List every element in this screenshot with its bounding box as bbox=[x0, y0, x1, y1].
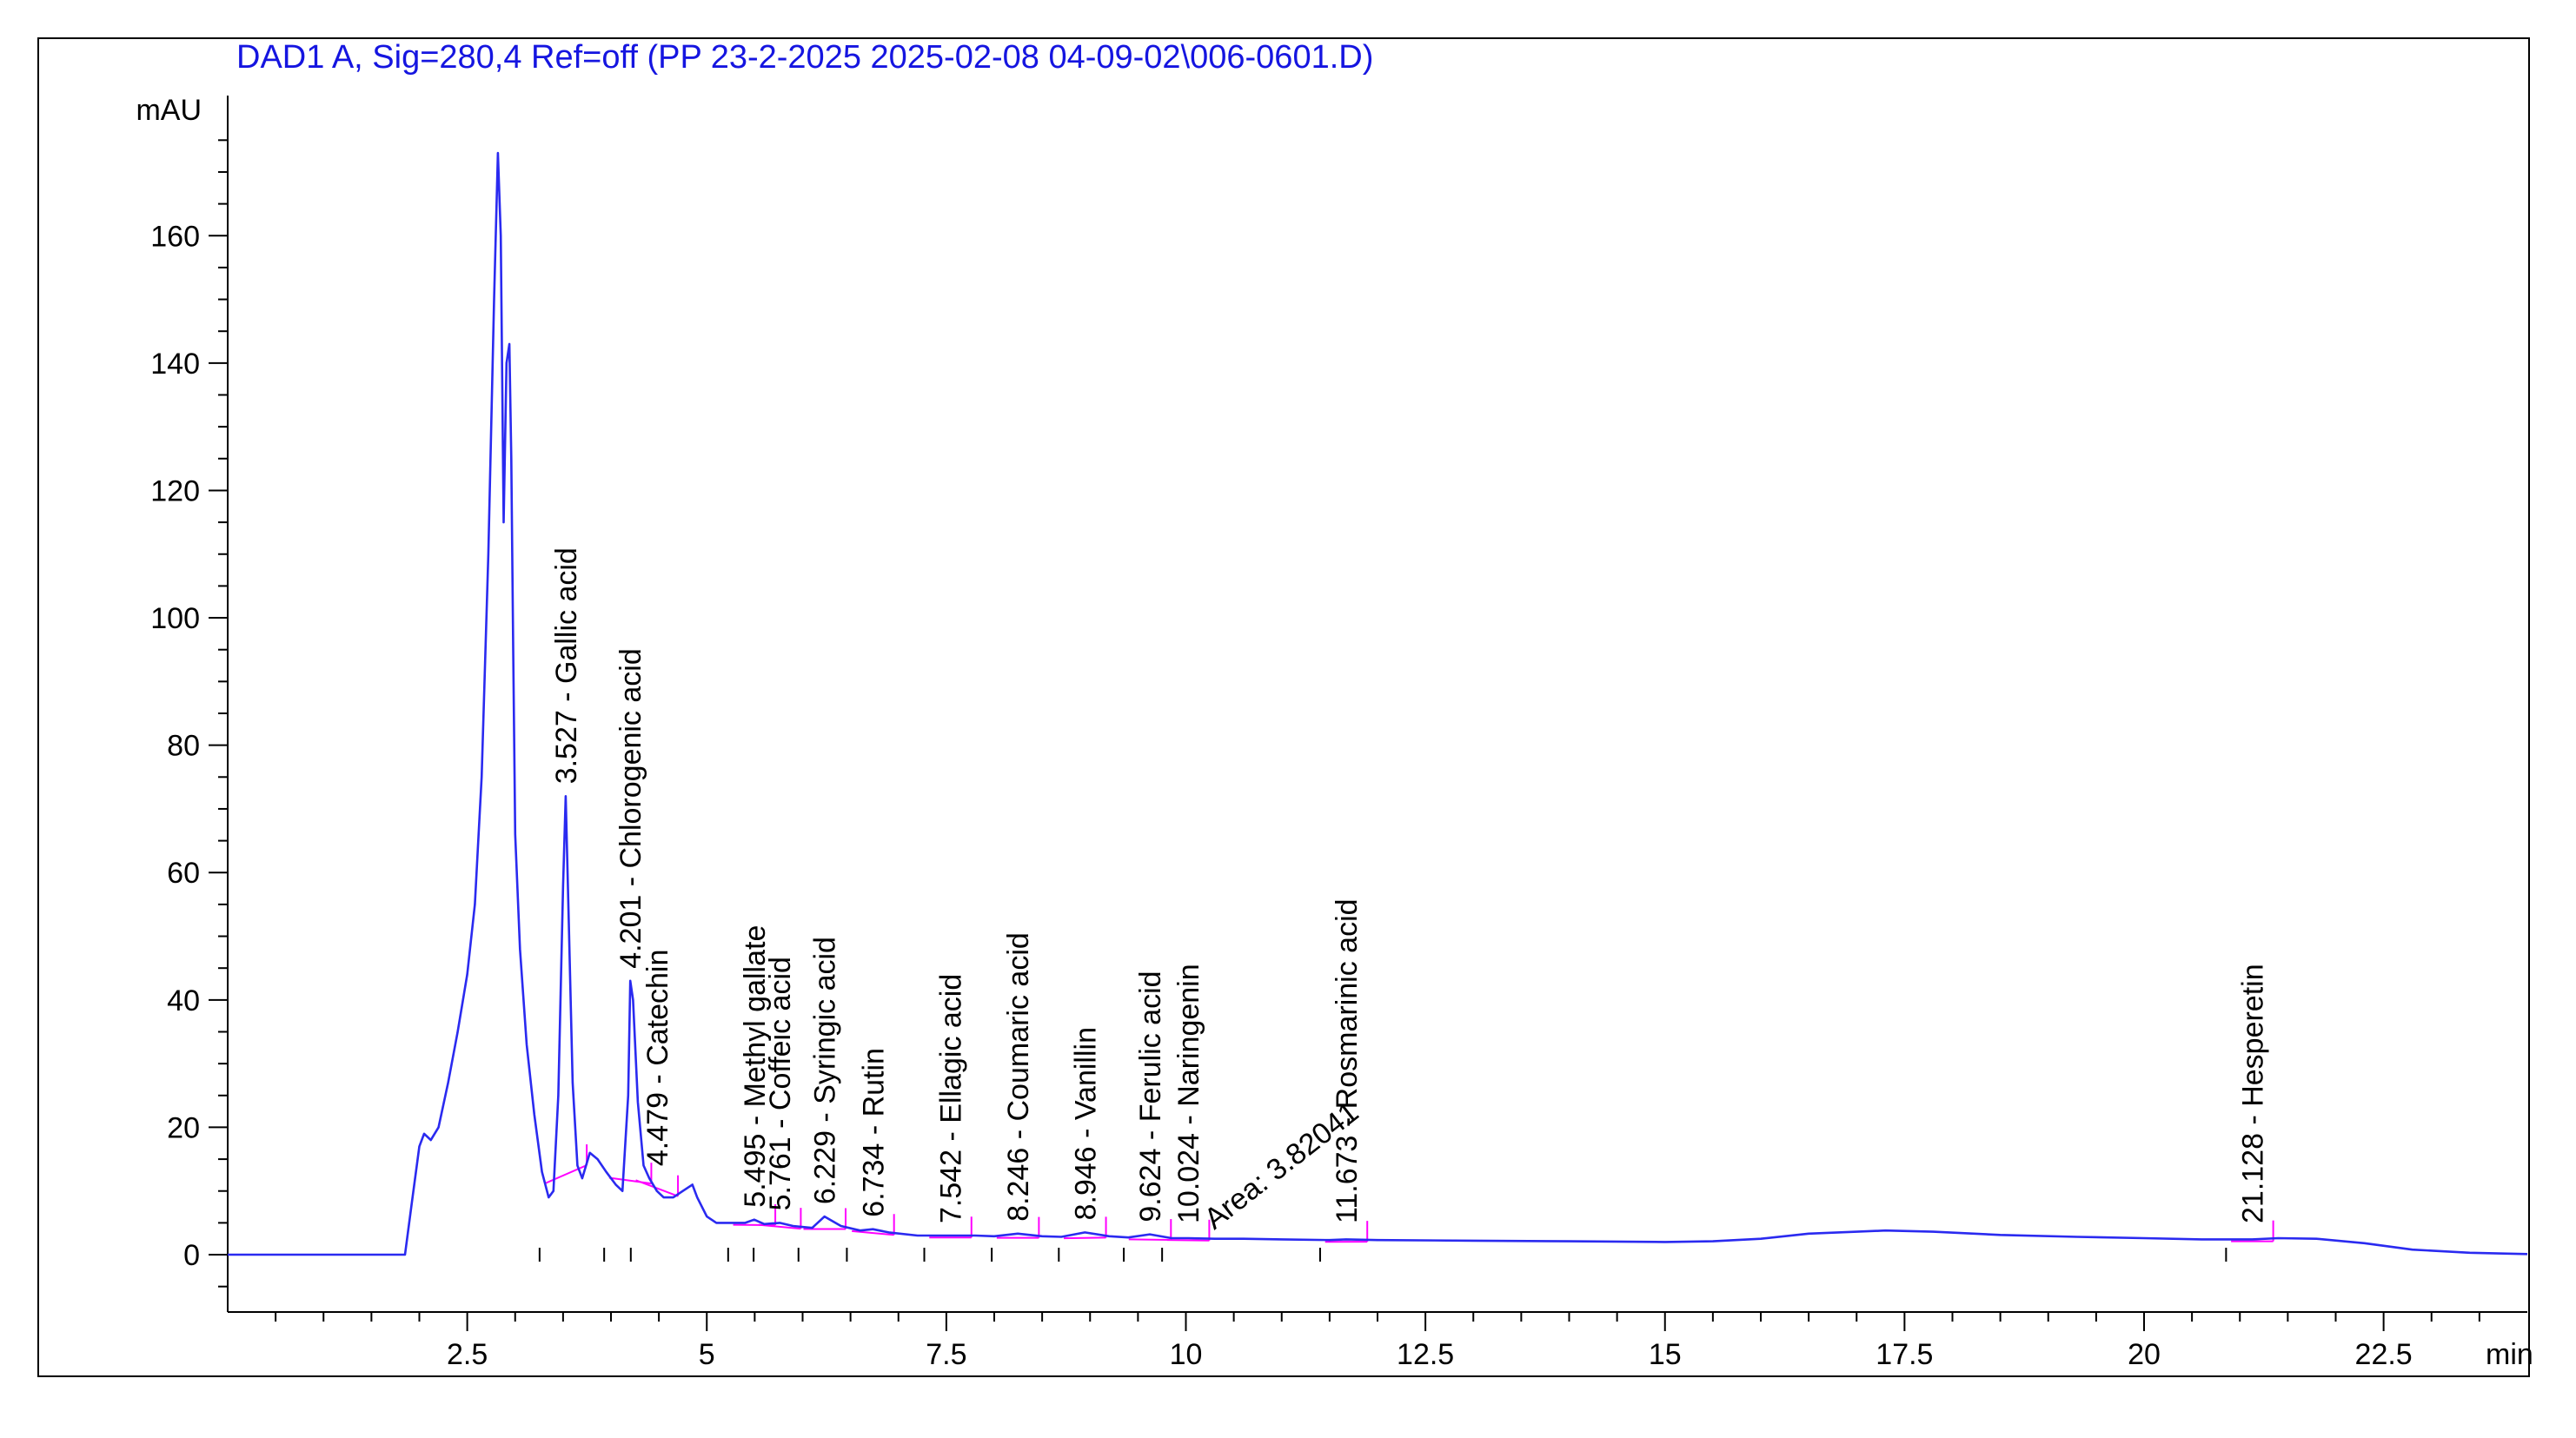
peak-baseline bbox=[635, 1179, 679, 1197]
y-axis-label: mAU bbox=[136, 94, 202, 127]
peak-label: 6.229 - Syringic acid bbox=[809, 937, 842, 1204]
x-tick-label: 10 bbox=[1170, 1338, 1203, 1371]
y-tick-label: 0 bbox=[183, 1239, 200, 1272]
y-tick-label: 80 bbox=[167, 730, 200, 763]
x-tick-label: 22.5 bbox=[2355, 1338, 2413, 1371]
peak-baseline bbox=[1128, 1238, 1172, 1242]
x-tick-label: 20 bbox=[2128, 1338, 2161, 1371]
peak-label: 10.024 - Naringenin bbox=[1172, 964, 1205, 1223]
y-tick-label: 160 bbox=[150, 220, 200, 253]
y-tick-label: 60 bbox=[167, 857, 200, 890]
peak-baseline bbox=[1166, 1239, 1210, 1242]
peak-baseline bbox=[1064, 1236, 1106, 1240]
peak-label: 5.761 - Coffeic acid bbox=[764, 957, 797, 1210]
y-tick-label: 20 bbox=[167, 1111, 200, 1144]
x-tick-label: 15 bbox=[1649, 1338, 1682, 1371]
peak-label: 9.624 - Ferulic acid bbox=[1134, 971, 1167, 1222]
peak-label: 4.479 - Catechin bbox=[641, 950, 674, 1167]
y-tick-label: 140 bbox=[150, 348, 200, 381]
peak-label: 11.673 - Rosmarinic acid bbox=[1331, 898, 1364, 1223]
trace-layer bbox=[228, 151, 2528, 1256]
peak-label: 8.246 - Coumaric acid bbox=[1002, 932, 1035, 1222]
peak-label: 4.201 - Chlorogenic acid bbox=[614, 648, 647, 969]
peak-baseline bbox=[758, 1223, 801, 1230]
x-axis-label: min bbox=[2486, 1338, 2533, 1371]
axes: 0 20 40 60 80 100 120 140 160 mAU 2.5 5 7.5 10 12.5 15 1… bbox=[136, 94, 2533, 1371]
x-tick-label: 2.5 bbox=[447, 1338, 488, 1371]
x-tick-label: 17.5 bbox=[1876, 1338, 1933, 1371]
peak-labels: 3.527 - Gallic acid 4.201 - Chlorogenic a… bbox=[538, 547, 2269, 1262]
y-tick-label: 40 bbox=[167, 984, 200, 1017]
peak-label: 3.527 - Gallic acid bbox=[550, 547, 583, 784]
chart-border bbox=[37, 37, 2530, 1377]
peak-label: 8.946 - Vanillin bbox=[1069, 1027, 1102, 1220]
y-tick-label: 100 bbox=[150, 602, 200, 635]
peak-label: 6.734 - Rutin bbox=[857, 1048, 890, 1217]
peak-baseline bbox=[852, 1229, 894, 1236]
peak-label: 5.495 - Methyl gallate bbox=[739, 925, 772, 1208]
peak-baseline bbox=[544, 1164, 588, 1185]
peak-label: 7.542 - Ellagic acid bbox=[935, 974, 968, 1223]
peak-label: 21.128 - Hesperetin bbox=[2236, 964, 2269, 1223]
x-tick-label: 12.5 bbox=[1397, 1338, 1454, 1371]
x-tick-label: 7.5 bbox=[926, 1338, 966, 1371]
chromatogram-trace bbox=[228, 151, 2528, 1256]
x-tick-label: 5 bbox=[699, 1338, 715, 1371]
signal-title: DAD1 A, Sig=280,4 Ref=off (PP 23-2-2025 … bbox=[236, 39, 1373, 76]
y-tick-label: 120 bbox=[150, 474, 200, 507]
